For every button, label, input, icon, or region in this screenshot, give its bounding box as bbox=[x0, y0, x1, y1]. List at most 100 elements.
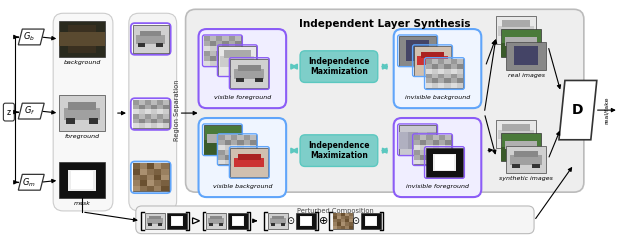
Bar bbox=[148, 216, 161, 219]
Bar bbox=[151, 123, 157, 128]
Bar bbox=[156, 43, 163, 47]
Bar bbox=[154, 169, 161, 174]
Bar bbox=[514, 46, 538, 65]
Bar bbox=[333, 223, 337, 226]
Bar bbox=[349, 216, 353, 219]
Bar bbox=[225, 135, 231, 140]
Bar bbox=[161, 174, 169, 180]
Bar bbox=[163, 100, 169, 105]
Bar bbox=[139, 105, 145, 109]
Bar bbox=[333, 213, 337, 216]
Text: synthetic images: synthetic images bbox=[499, 176, 553, 181]
Text: D: D bbox=[572, 103, 584, 117]
Bar bbox=[133, 25, 169, 53]
Bar bbox=[68, 25, 96, 53]
Bar bbox=[413, 150, 420, 155]
Bar bbox=[139, 119, 145, 123]
Bar bbox=[59, 163, 105, 198]
Bar bbox=[510, 155, 542, 165]
Text: real images: real images bbox=[508, 73, 545, 77]
Bar bbox=[161, 180, 169, 186]
Bar bbox=[231, 150, 237, 155]
Bar bbox=[145, 105, 151, 109]
Bar bbox=[210, 41, 216, 46]
Bar bbox=[140, 180, 147, 186]
Bar bbox=[250, 155, 256, 159]
Bar bbox=[133, 163, 169, 191]
Bar bbox=[413, 135, 420, 140]
Bar bbox=[426, 140, 433, 145]
Bar bbox=[216, 56, 223, 61]
FancyBboxPatch shape bbox=[198, 29, 286, 108]
Bar bbox=[218, 135, 225, 140]
Bar bbox=[399, 132, 408, 149]
Bar bbox=[166, 213, 187, 229]
Bar bbox=[133, 100, 169, 128]
Bar bbox=[225, 145, 231, 150]
Bar bbox=[157, 223, 162, 226]
FancyBboxPatch shape bbox=[300, 51, 378, 82]
Bar bbox=[228, 61, 235, 66]
Bar bbox=[502, 124, 530, 131]
Bar bbox=[333, 219, 337, 223]
Bar bbox=[444, 59, 451, 64]
FancyBboxPatch shape bbox=[300, 135, 378, 166]
Text: $G_b$: $G_b$ bbox=[23, 31, 35, 43]
Bar bbox=[210, 36, 216, 41]
Bar bbox=[68, 170, 96, 191]
Bar bbox=[218, 140, 225, 145]
Bar bbox=[133, 100, 139, 105]
Bar bbox=[417, 56, 447, 65]
Bar bbox=[163, 105, 169, 109]
Bar bbox=[337, 223, 341, 226]
Bar bbox=[433, 150, 439, 155]
Polygon shape bbox=[193, 218, 200, 224]
Bar bbox=[147, 218, 163, 224]
Bar bbox=[445, 135, 451, 140]
Bar bbox=[133, 109, 139, 114]
Bar bbox=[433, 159, 439, 164]
Bar bbox=[496, 16, 536, 44]
Bar bbox=[408, 132, 417, 149]
Bar bbox=[216, 36, 223, 41]
Bar bbox=[147, 180, 154, 186]
Bar bbox=[445, 150, 451, 155]
Bar bbox=[501, 133, 541, 161]
Bar bbox=[438, 69, 444, 74]
Bar bbox=[272, 216, 284, 219]
Bar bbox=[444, 74, 451, 78]
Bar bbox=[237, 155, 244, 159]
Bar bbox=[426, 78, 432, 83]
Bar bbox=[255, 78, 262, 82]
Bar bbox=[223, 41, 228, 46]
Bar bbox=[223, 51, 228, 56]
Bar bbox=[163, 119, 169, 123]
Bar bbox=[341, 223, 345, 226]
Bar bbox=[140, 31, 161, 36]
Bar bbox=[451, 78, 457, 83]
Polygon shape bbox=[559, 81, 596, 140]
Bar bbox=[151, 105, 157, 109]
Bar bbox=[341, 226, 345, 229]
Bar bbox=[228, 36, 235, 41]
Bar bbox=[439, 140, 445, 145]
Bar bbox=[451, 69, 457, 74]
FancyBboxPatch shape bbox=[394, 118, 481, 197]
Bar bbox=[512, 164, 520, 168]
Bar bbox=[457, 78, 463, 83]
Bar bbox=[250, 145, 256, 150]
Bar bbox=[457, 64, 463, 69]
Bar bbox=[231, 145, 237, 150]
Bar bbox=[133, 123, 139, 128]
Bar bbox=[439, 145, 445, 150]
Bar bbox=[204, 46, 210, 51]
FancyBboxPatch shape bbox=[198, 118, 286, 197]
Bar bbox=[147, 163, 154, 169]
Bar bbox=[133, 180, 140, 186]
Bar bbox=[300, 216, 312, 226]
Bar bbox=[451, 64, 457, 69]
Text: z: z bbox=[7, 108, 11, 117]
Bar bbox=[218, 135, 256, 164]
Bar bbox=[438, 64, 444, 69]
Text: $G_f$: $G_f$ bbox=[24, 105, 35, 117]
